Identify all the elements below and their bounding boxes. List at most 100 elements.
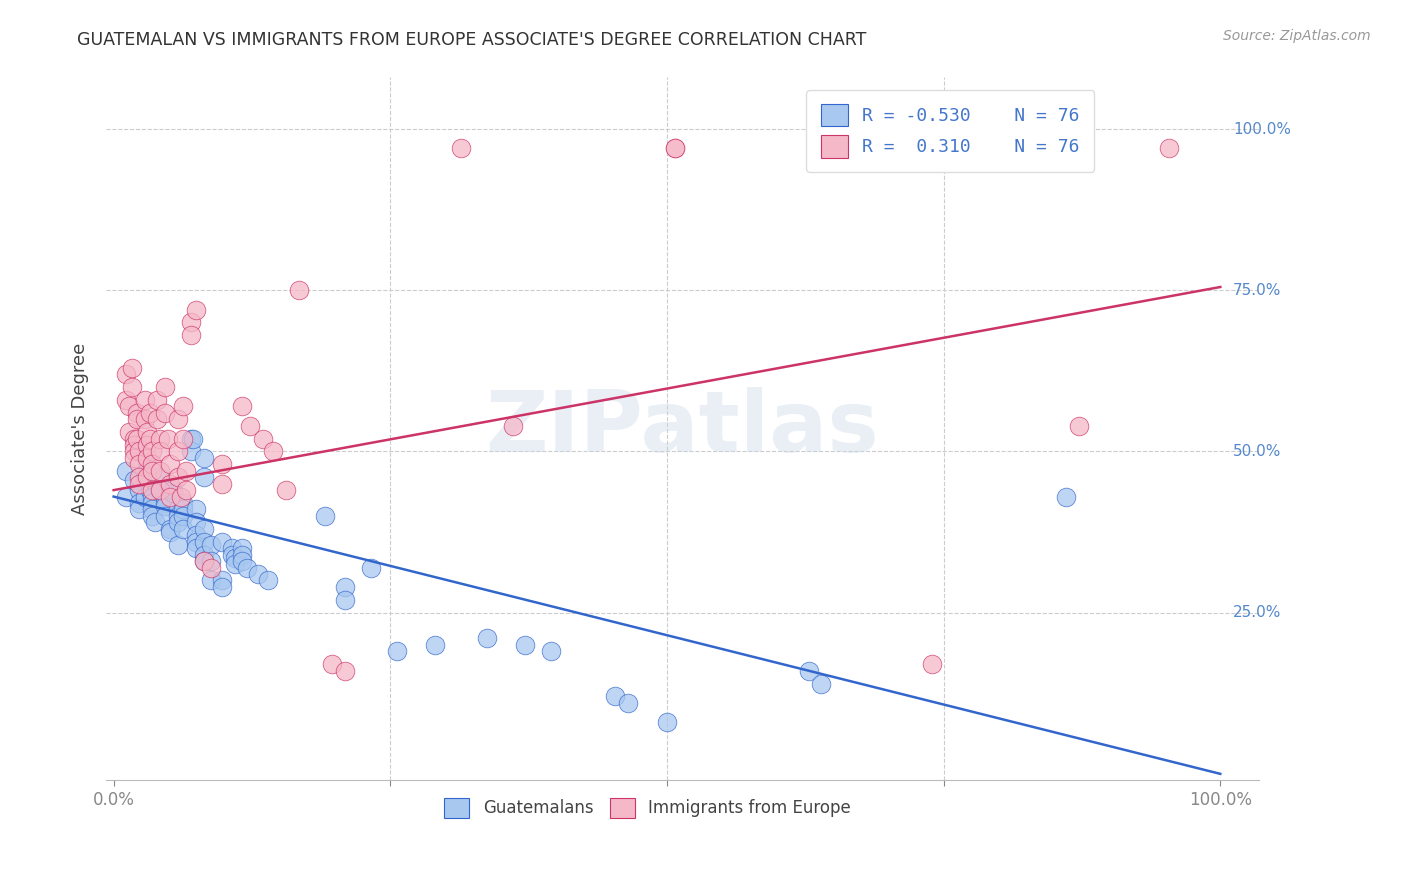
Point — [149, 470, 172, 484]
Point — [257, 574, 280, 588]
Point — [136, 438, 159, 452]
Point — [172, 502, 194, 516]
Point — [149, 483, 172, 497]
Point — [122, 438, 145, 452]
Point — [605, 690, 627, 704]
Point — [122, 432, 145, 446]
Point — [193, 554, 215, 568]
Point — [321, 657, 343, 672]
Point — [921, 657, 943, 672]
Point — [141, 464, 163, 478]
Point — [136, 425, 159, 439]
Point — [288, 283, 311, 297]
Point — [262, 444, 284, 458]
Text: Source: ZipAtlas.com: Source: ZipAtlas.com — [1223, 29, 1371, 43]
Point — [128, 458, 150, 472]
Point — [153, 496, 176, 510]
Point — [159, 476, 181, 491]
Point — [200, 554, 222, 568]
Point — [193, 534, 215, 549]
Point — [169, 490, 191, 504]
Point — [153, 508, 176, 523]
Point — [128, 496, 150, 510]
Point — [664, 141, 686, 155]
Point — [211, 534, 233, 549]
Point — [425, 638, 447, 652]
Point — [231, 554, 253, 568]
Point — [515, 638, 537, 652]
Point — [121, 360, 143, 375]
Point — [231, 399, 253, 413]
Point — [314, 508, 336, 523]
Point — [172, 399, 194, 413]
Point — [200, 560, 222, 574]
Point — [180, 444, 202, 458]
Point — [810, 676, 832, 690]
Point — [153, 490, 176, 504]
Point — [153, 380, 176, 394]
Point — [450, 141, 472, 155]
Point — [221, 548, 243, 562]
Point — [118, 425, 141, 439]
Point — [200, 538, 222, 552]
Point — [184, 502, 207, 516]
Point — [172, 496, 194, 510]
Point — [122, 450, 145, 465]
Point — [141, 444, 163, 458]
Point — [134, 392, 156, 407]
Point — [1054, 490, 1077, 504]
Point — [143, 516, 166, 530]
Point — [167, 412, 190, 426]
Text: 100.0%: 100.0% — [1233, 121, 1291, 136]
Point — [239, 418, 262, 433]
Point — [128, 483, 150, 497]
Point — [162, 483, 184, 497]
Point — [125, 412, 148, 426]
Point — [115, 490, 138, 504]
Point — [136, 458, 159, 472]
Point — [122, 444, 145, 458]
Point — [138, 483, 160, 497]
Point — [141, 458, 163, 472]
Point — [174, 483, 197, 497]
Point — [136, 470, 159, 484]
Point — [184, 528, 207, 542]
Point — [200, 574, 222, 588]
Point — [146, 412, 169, 426]
Point — [167, 508, 190, 523]
Point — [149, 432, 172, 446]
Point — [180, 316, 202, 330]
Point — [118, 399, 141, 413]
Point — [128, 444, 150, 458]
Point — [502, 418, 524, 433]
Point — [167, 538, 190, 552]
Point — [184, 302, 207, 317]
Point — [540, 644, 562, 658]
Point — [149, 444, 172, 458]
Point — [221, 541, 243, 556]
Point — [180, 328, 202, 343]
Y-axis label: Associate's Degree: Associate's Degree — [72, 343, 89, 515]
Point — [125, 406, 148, 420]
Point — [115, 367, 138, 381]
Point — [121, 380, 143, 394]
Point — [224, 558, 246, 572]
Text: GUATEMALAN VS IMMIGRANTS FROM EUROPE ASSOCIATE'S DEGREE CORRELATION CHART: GUATEMALAN VS IMMIGRANTS FROM EUROPE ASS… — [77, 31, 866, 49]
Point — [274, 483, 297, 497]
Point — [184, 516, 207, 530]
Point — [146, 392, 169, 407]
Text: ZIPatlas: ZIPatlas — [485, 387, 879, 470]
Point — [211, 574, 233, 588]
Point — [183, 432, 205, 446]
Point — [141, 483, 163, 497]
Text: 25.0%: 25.0% — [1233, 605, 1281, 620]
Text: 50.0%: 50.0% — [1233, 444, 1281, 459]
Point — [246, 566, 269, 581]
Point — [385, 644, 408, 658]
Point — [193, 554, 215, 568]
Point — [193, 470, 215, 484]
Point — [172, 508, 194, 523]
Point — [134, 412, 156, 426]
Point — [141, 496, 163, 510]
Point — [149, 464, 172, 478]
